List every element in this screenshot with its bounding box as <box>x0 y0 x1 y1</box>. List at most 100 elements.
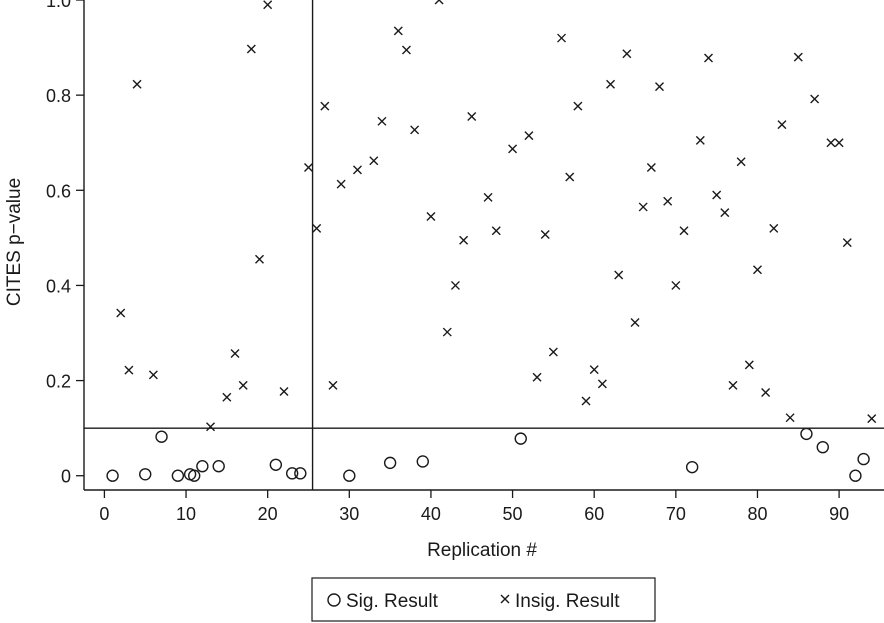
sig-result-point <box>212 460 225 473</box>
insig-result-point <box>532 372 542 382</box>
x-tick-label: 40 <box>421 504 441 524</box>
insig-result-point <box>426 211 436 221</box>
insig-result-point <box>352 165 362 175</box>
insig-result-point <box>508 144 518 154</box>
insig-result-point <box>712 190 722 200</box>
insig-result-point <box>663 196 673 206</box>
insig-result-point <box>565 172 575 182</box>
insig-result-point <box>834 138 844 148</box>
sig-result-point <box>514 432 527 445</box>
insig-result-point <box>320 101 330 111</box>
insig-result-point <box>377 116 387 126</box>
x-tick-label: 10 <box>176 504 196 524</box>
insig-result-point <box>573 101 583 111</box>
insig-result-point <box>703 53 713 63</box>
sig-result-point <box>188 469 201 482</box>
insig-result-point <box>777 120 787 130</box>
insig-result-point <box>736 157 746 167</box>
y-tick-label: 0.6 <box>46 181 71 201</box>
insig-result-point <box>393 26 403 36</box>
insig-result-point <box>467 112 477 122</box>
insig-result-point <box>483 192 493 202</box>
insig-result-point <box>459 235 469 245</box>
legend-label-insig: Insig. Result <box>515 591 620 612</box>
insig-result-point <box>842 238 852 248</box>
insig-result-point <box>679 226 689 236</box>
insig-result-point <box>695 135 705 145</box>
insig-result-point <box>557 33 567 43</box>
insig-result-point <box>761 387 771 397</box>
reference-lines <box>84 0 884 490</box>
insig-result-point <box>614 270 624 280</box>
insig-result-point <box>410 125 420 135</box>
plot-frame <box>83 0 884 491</box>
insig-result-point <box>826 138 836 148</box>
insig-result-point <box>255 254 265 264</box>
insig-result-point <box>132 79 142 89</box>
insig-result-point <box>630 318 640 328</box>
insig-result-point <box>638 202 648 212</box>
sig-result-point <box>800 427 813 441</box>
insig-result-point <box>655 82 665 92</box>
legend-box <box>311 577 656 622</box>
y-tick-label: 1.0 <box>46 0 71 11</box>
sig-result-point <box>171 469 185 482</box>
insig-result-point <box>810 94 820 104</box>
sig-result-point <box>196 460 209 473</box>
sig-result-point <box>294 467 307 480</box>
x-tick-label: 60 <box>584 504 604 524</box>
sig-result-point <box>849 469 862 482</box>
x-axis: 0 10 20 30 40 50 60 70 80 90 <box>99 490 849 524</box>
insig-result-point <box>671 280 681 290</box>
y-tick-label: 0.4 <box>46 276 71 296</box>
insig-result-point <box>581 396 591 406</box>
y-tick-label: 0 <box>61 467 71 487</box>
insig-result-point <box>646 162 656 172</box>
y-tick-label: 0.8 <box>46 86 71 106</box>
y-axis-title: CITES p−value <box>4 178 25 306</box>
insig-result-point <box>148 370 158 380</box>
insig-result-point <box>450 280 460 290</box>
insig-result-point <box>769 223 779 233</box>
x-tick-label: 20 <box>258 504 278 524</box>
insig-result-point <box>752 265 762 275</box>
sig-result-point <box>155 430 168 443</box>
insig-result-point <box>540 230 550 240</box>
insig-result-point <box>279 387 289 397</box>
insig-result-point <box>524 131 534 141</box>
insig-result-point <box>442 327 452 337</box>
legend-x-marker <box>500 594 510 604</box>
insig-result-point <box>434 0 444 5</box>
insig-result-point <box>312 223 322 233</box>
insig-result-point <box>303 162 313 172</box>
sig-result-point <box>383 456 397 470</box>
insig-result-point <box>222 392 232 402</box>
sig-result-point <box>343 469 356 482</box>
data-points <box>106 0 877 482</box>
x-tick-label: 50 <box>503 504 523 524</box>
insig-result-point <box>206 422 216 432</box>
sig-result-point <box>416 455 429 468</box>
insig-result-point <box>246 44 256 54</box>
insig-result-point <box>728 380 738 390</box>
legend-circle-marker <box>327 593 341 607</box>
insig-result-point <box>328 380 338 390</box>
insig-result-point <box>606 79 616 89</box>
insig-result-point <box>744 360 754 370</box>
x-tick-label: 0 <box>99 504 109 524</box>
legend: Sig. Result Insig. Result <box>311 577 656 622</box>
insig-result-point <box>589 365 599 375</box>
y-axis: 0 0.2 0.4 0.6 0.8 1.0 <box>46 0 84 487</box>
insig-result-point <box>622 49 632 59</box>
x-tick-label: 90 <box>829 504 849 524</box>
x-tick-label: 80 <box>747 504 767 524</box>
sig-result-point <box>685 460 699 474</box>
insig-result-point <box>720 208 730 218</box>
insig-result-point <box>238 380 248 390</box>
sig-result-point <box>285 467 299 480</box>
legend-label-sig: Sig. Result <box>346 591 439 612</box>
insig-result-point <box>369 156 379 166</box>
x-tick-label: 70 <box>666 504 686 524</box>
insig-result-point <box>116 308 126 318</box>
